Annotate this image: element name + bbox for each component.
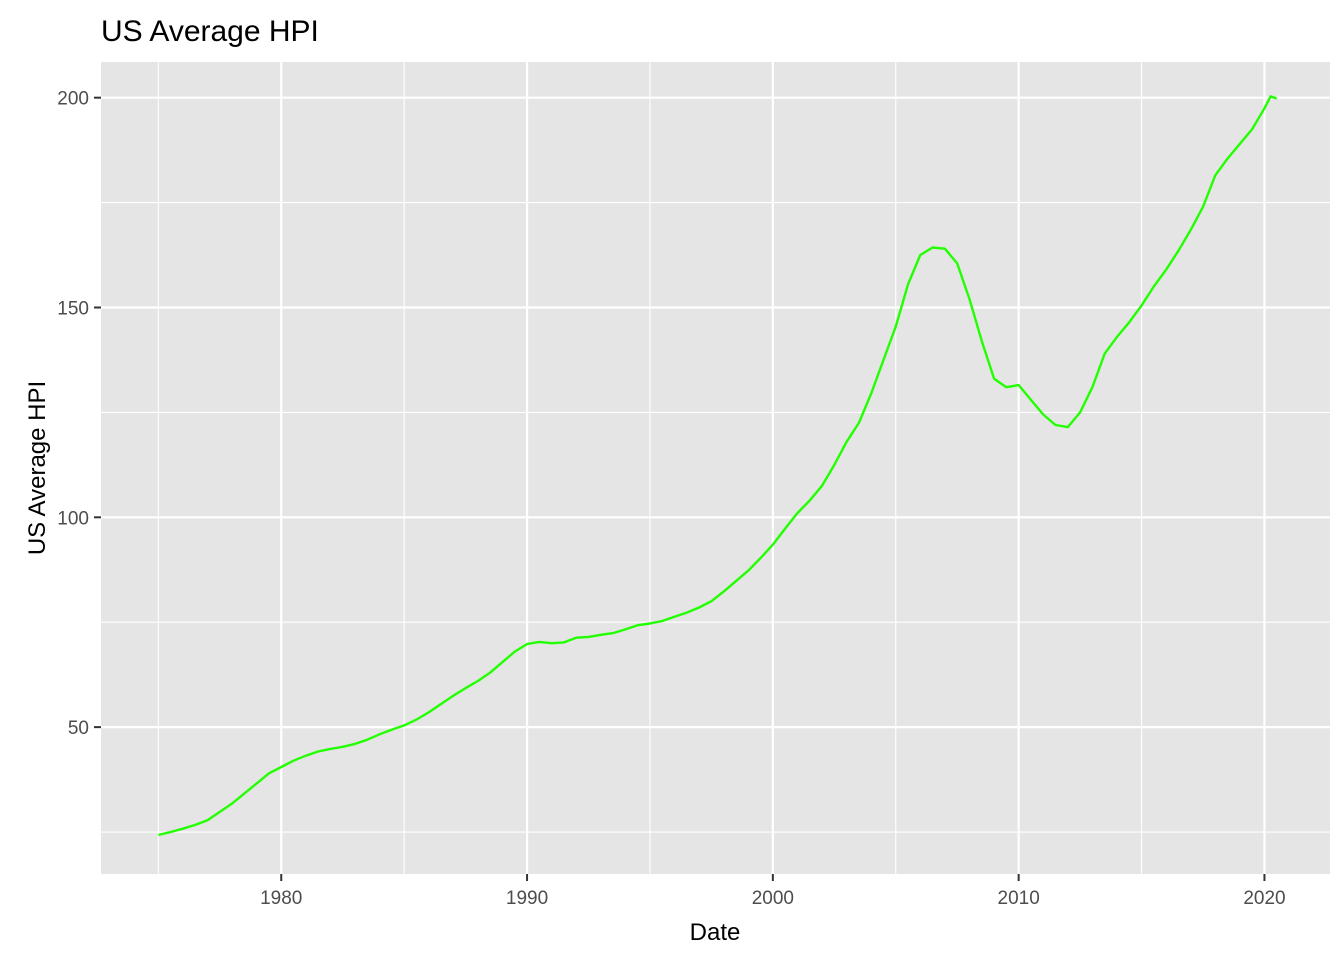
y-tick-label: 100 <box>57 508 89 529</box>
series-layer <box>158 95 1278 837</box>
x-axis: 1980 1990 2000 2010 2020 <box>260 874 1286 909</box>
major-gridlines <box>101 62 1330 874</box>
minor-gridlines <box>101 62 1330 874</box>
y-axis-title: US Average HPI <box>24 381 51 555</box>
plot-panel <box>101 62 1330 874</box>
x-tick-label: 2010 <box>998 888 1040 909</box>
x-tick-label: 1980 <box>260 888 302 909</box>
x-tick-label: 2020 <box>1243 888 1285 909</box>
y-tick-label: 150 <box>57 298 89 319</box>
y-tick-label: 200 <box>57 89 89 110</box>
x-tick-label: 2000 <box>752 888 794 909</box>
series-line <box>158 95 1278 837</box>
chart-title: US Average HPI <box>101 15 319 48</box>
x-tick-label: 1990 <box>506 888 548 909</box>
y-tick-label: 50 <box>68 718 89 739</box>
y-axis: 50 100 150 200 <box>57 89 101 739</box>
x-axis-title: Date <box>690 919 741 946</box>
